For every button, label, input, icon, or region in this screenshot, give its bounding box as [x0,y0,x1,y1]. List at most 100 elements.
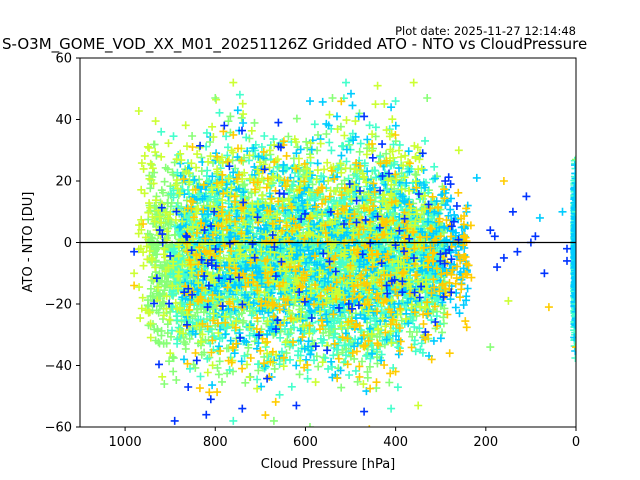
data-point [410,323,419,331]
data-point [319,353,328,362]
data-point [405,327,414,336]
data-point [222,132,231,141]
data-point [254,360,262,369]
data-point [202,128,211,137]
data-point [287,382,296,391]
data-point [342,157,351,166]
data-point [245,331,254,340]
data-point [318,97,327,106]
data-point [307,145,316,154]
data-point [238,99,247,108]
data-point [222,322,231,331]
data-point [225,365,234,374]
data-point [235,90,244,99]
data-point [326,327,335,336]
data-point [314,131,322,139]
data-point [149,140,158,149]
data-point [150,168,159,177]
data-point [154,338,163,347]
data-point [292,114,301,123]
data-point [250,337,259,346]
data-point [208,381,217,390]
data-point [155,269,164,278]
data-point [180,302,189,311]
data-point [451,303,460,312]
data-point [371,123,380,132]
data-point [146,284,155,293]
data-point [446,295,455,304]
data-point [169,367,178,376]
data-point [348,101,357,110]
data-point [137,159,146,168]
data-point [318,338,327,347]
data-point [208,122,217,131]
data-point [284,132,293,141]
data-point [334,338,343,347]
data-point [224,117,233,126]
data-point [347,89,355,98]
data-point [340,176,349,185]
data-point [282,349,291,358]
data-point [214,370,223,379]
data-point [157,152,166,161]
data-point [274,163,283,172]
data-point [375,329,384,338]
data-point [161,281,170,290]
data-point [356,139,365,148]
data-point [157,277,166,286]
data-point [197,153,206,162]
data-point [160,177,169,186]
data-point [393,383,402,392]
data-point [172,376,181,384]
data-point [189,177,198,185]
data-point [356,326,365,335]
data-point [226,112,235,121]
data-point [344,340,353,348]
data-point [355,147,364,156]
data-point [353,377,362,386]
data-point [239,157,248,166]
data-point [218,377,226,386]
data-point [273,162,282,171]
data-point [153,250,162,259]
data-point [195,190,204,199]
data-point [358,357,366,366]
data-point [333,314,342,323]
data-point [311,193,320,202]
data-point [160,271,169,280]
data-point [253,375,262,384]
data-point [157,301,166,310]
data-point [366,354,375,363]
data-point [350,354,359,363]
data-point [363,373,372,382]
data-point [203,354,212,363]
data-point [250,118,259,127]
data-point [295,370,304,379]
data-point [167,332,175,341]
data-point [365,121,374,130]
data-point [362,194,371,203]
data-point [191,363,200,372]
data-point [436,334,445,343]
data-point [244,343,253,352]
data-point [239,119,248,127]
data-point [168,326,176,335]
data-point [179,270,188,279]
data-point [226,310,235,318]
data-point [421,136,429,145]
data-point [174,323,183,332]
data-point [186,364,194,373]
data-point [181,121,190,130]
data-point [238,318,247,327]
data-point [159,188,167,197]
data-point [135,283,144,292]
data-point [165,357,174,366]
data-point [237,113,246,122]
data-point [153,326,162,335]
data-point [151,117,160,126]
data-point [215,108,224,117]
data-point [417,339,426,348]
data-point [303,143,312,152]
data-point [169,354,178,363]
data-point [455,309,464,318]
